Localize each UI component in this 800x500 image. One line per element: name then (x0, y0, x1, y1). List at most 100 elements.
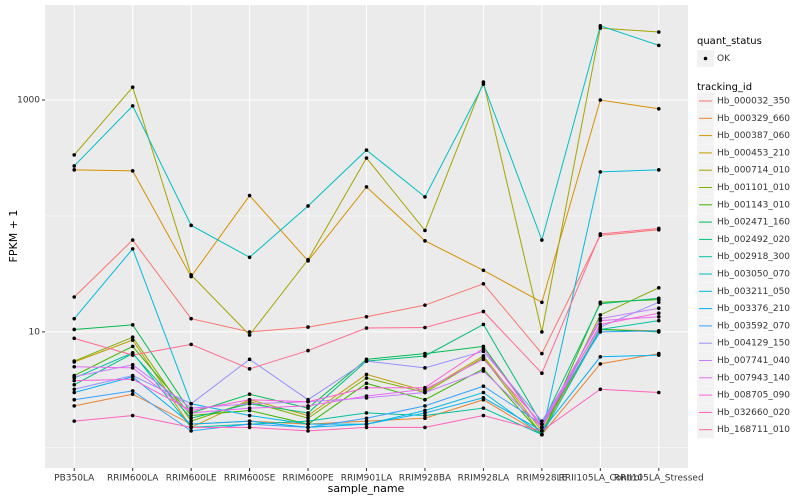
data-point (656, 286, 661, 290)
data-point (72, 316, 77, 321)
data-point (423, 416, 427, 421)
data-point (189, 416, 193, 421)
data-point (423, 390, 427, 395)
legend-label: Hb_003592_070 (717, 321, 790, 331)
data-point (423, 303, 427, 307)
data-point (72, 327, 77, 332)
data-point (598, 387, 603, 392)
data-point (540, 330, 544, 334)
data-point (130, 413, 135, 418)
data-point (540, 300, 544, 305)
data-point (598, 313, 603, 317)
legend-label: Hb_000453_210 (717, 148, 790, 158)
legend-title: tracking_id (697, 82, 752, 93)
data-point (306, 419, 310, 423)
legend-label: Hb_000714_010 (717, 166, 790, 176)
data-point (364, 411, 369, 415)
data-point (540, 432, 544, 437)
data-point (130, 85, 135, 89)
data-point (364, 419, 369, 423)
legend-label: Hb_004129_150 (717, 339, 790, 349)
data-point (540, 422, 544, 426)
data-point (247, 193, 252, 198)
data-point (130, 104, 135, 108)
legend-label: OK (717, 54, 731, 64)
legend-label: Hb_000387_060 (717, 131, 790, 141)
data-point (247, 419, 252, 423)
data-point (481, 396, 486, 400)
data-point (247, 397, 252, 402)
data-point (130, 247, 135, 251)
data-point (656, 318, 661, 323)
data-point (423, 397, 427, 402)
data-point (130, 353, 135, 357)
data-point (481, 349, 486, 354)
data-point (423, 354, 427, 358)
data-point (130, 238, 135, 242)
data-point (72, 419, 77, 423)
data-point (598, 330, 603, 334)
legend-label: Hb_003376_210 (717, 304, 790, 314)
data-point (423, 385, 427, 390)
legend-label: Hb_003050_070 (717, 270, 790, 280)
data-point (481, 390, 486, 395)
data-point (656, 353, 661, 357)
data-point (189, 429, 193, 433)
x-tick-label: RRIM928LE (516, 474, 567, 484)
legend-label: Hb_032660_020 (717, 408, 790, 418)
data-point (656, 43, 661, 48)
data-point (364, 372, 369, 377)
data-point (306, 399, 310, 404)
data-point (130, 344, 135, 349)
legend-label: Hb_168711_010 (717, 425, 790, 435)
data-point (481, 281, 486, 286)
data-point (598, 98, 603, 102)
legend-label: Hb_007741_040 (717, 356, 790, 366)
data-point (364, 326, 369, 330)
data-point (598, 354, 603, 359)
data-point (656, 314, 661, 319)
data-point (130, 373, 135, 378)
legend-title: quant_status (697, 36, 762, 47)
data-point (306, 257, 310, 262)
data-point (130, 169, 135, 173)
data-point (364, 359, 369, 363)
data-point (189, 422, 193, 426)
legend-point (703, 56, 708, 61)
data-point (423, 228, 427, 233)
data-point (656, 306, 661, 311)
y-tick-label: 10 (29, 327, 41, 337)
data-point (189, 223, 193, 228)
data-point (598, 322, 603, 327)
data-point (72, 364, 77, 369)
data-point (306, 425, 310, 430)
legend-label: Hb_003211_050 (717, 287, 790, 297)
legend-label: Hb_002471_160 (717, 218, 790, 228)
data-point (656, 390, 661, 395)
data-point (598, 23, 603, 28)
data-point (364, 381, 369, 386)
data-point (423, 195, 427, 199)
data-point (189, 419, 193, 423)
data-point (598, 325, 603, 329)
data-point (656, 226, 661, 231)
data-point (130, 338, 135, 342)
data-point (130, 363, 135, 367)
data-point (130, 389, 135, 393)
data-point (247, 422, 252, 426)
data-point (247, 330, 252, 334)
data-point (306, 422, 310, 426)
data-point (72, 382, 77, 387)
data-point (247, 392, 252, 397)
data-point (481, 346, 486, 351)
legend-label: Hb_000032_350 (717, 97, 790, 107)
data-point (423, 325, 427, 330)
x-tick-label: RRIM600LA (107, 474, 159, 484)
data-point (72, 336, 77, 341)
data-point (189, 401, 193, 406)
data-point (656, 168, 661, 172)
legend-label: Hb_007943_140 (717, 373, 790, 383)
data-point (540, 371, 544, 376)
data-point (481, 406, 486, 410)
data-point (364, 376, 369, 380)
